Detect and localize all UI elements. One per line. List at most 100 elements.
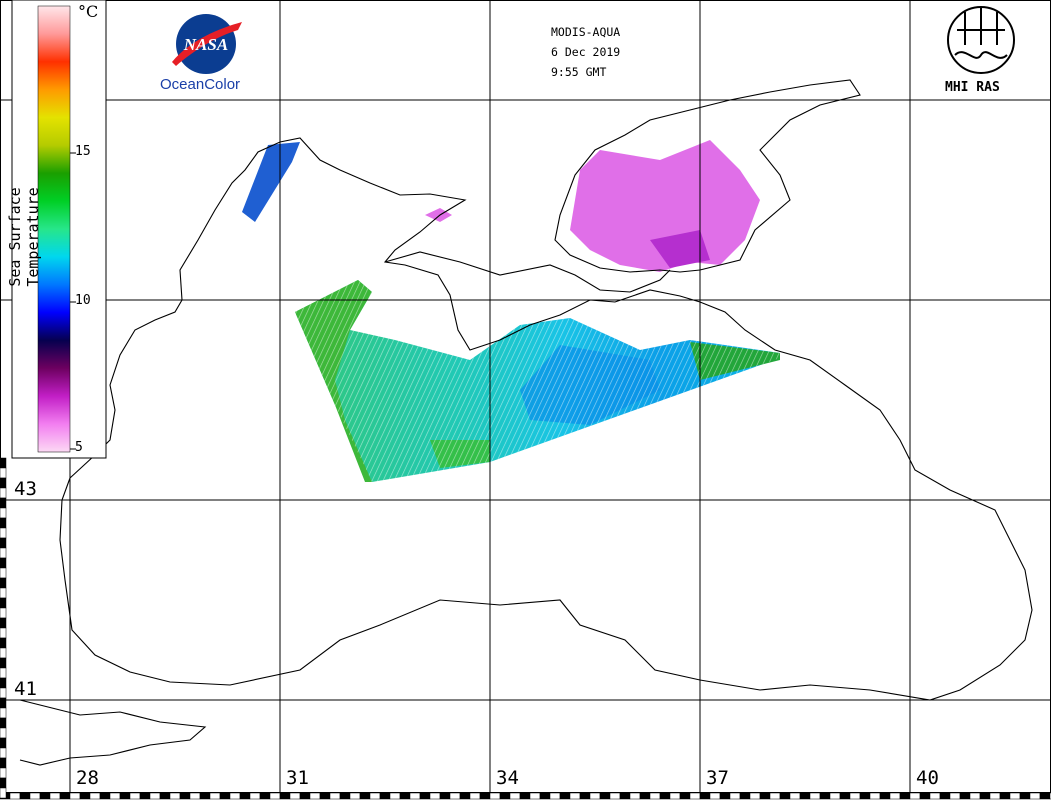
- left-scale-segment: [0, 567, 7, 579]
- bottom-scale-segment: [649, 792, 661, 800]
- lat-label-41: 41: [14, 678, 37, 700]
- bottom-scale-segment: [519, 792, 531, 800]
- bottom-scale-segment: [279, 792, 291, 800]
- bottom-scale-segment: [319, 792, 331, 800]
- bottom-scale-segment: [599, 792, 611, 800]
- mhi-ras-logo: [947, 6, 1015, 74]
- colorbar-tick-label-10: 10: [75, 293, 91, 308]
- coastline-azov: [554, 79, 861, 273]
- left-scale-segment: [0, 507, 7, 519]
- bottom-scale-segment: [539, 792, 551, 800]
- left-scale-segment: [0, 547, 7, 559]
- nasa-logo-text: NASA: [183, 35, 228, 54]
- lat-label-43: 43: [14, 478, 37, 500]
- bottom-scale-segment: [919, 792, 931, 800]
- left-scale-segment: [0, 587, 7, 599]
- colorbar-title: Sea Surface Temperature: [6, 187, 42, 287]
- left-scale-segment: [0, 637, 7, 649]
- bottom-scale-segment: [469, 792, 481, 800]
- bottom-scale-segment: [509, 792, 521, 800]
- left-scale-segment: [0, 767, 7, 779]
- bottom-scale-segment: [729, 792, 741, 800]
- left-scale-segment: [0, 597, 7, 609]
- bottom-scale-segment: [829, 792, 841, 800]
- bottom-scale-segment: [879, 792, 891, 800]
- left-scale-segment: [0, 757, 7, 769]
- bottom-scale-segment: [789, 792, 801, 800]
- left-scale-segment: [0, 627, 7, 639]
- coastline-crimea: [384, 251, 671, 293]
- bottom-scale-segment: [639, 792, 651, 800]
- bottom-scale-segment: [819, 792, 831, 800]
- bottom-scale-segment: [239, 792, 251, 800]
- coastline-north-west: [59, 137, 1033, 701]
- left-scale-bar: [0, 457, 7, 799]
- left-scale-segment: [0, 517, 7, 529]
- bottom-scale-segment: [59, 792, 71, 800]
- bottom-scale-segment: [1009, 792, 1021, 800]
- bottom-scale-segment: [629, 792, 641, 800]
- bottom-scale-segment: [499, 792, 511, 800]
- bottom-scale-segment: [759, 792, 771, 800]
- left-scale-segment: [0, 487, 7, 499]
- bottom-scale-segment: [209, 792, 221, 800]
- bottom-scale-segment: [749, 792, 761, 800]
- left-scale-segment: [0, 477, 7, 489]
- bottom-scale-segment: [299, 792, 311, 800]
- bottom-scale-segment: [959, 792, 971, 800]
- bottom-scale-segment: [549, 792, 561, 800]
- bottom-scale-segment: [739, 792, 751, 800]
- coastline: [19, 79, 1033, 766]
- sst-azov-dark: [650, 230, 710, 268]
- bottom-scale-segment: [409, 792, 421, 800]
- lon-label-37: 37: [706, 767, 729, 789]
- left-scale-segment: [0, 657, 7, 669]
- bottom-scale-segment: [419, 792, 431, 800]
- left-scale-segment: [0, 577, 7, 589]
- coastline-marmara: [19, 699, 207, 766]
- bottom-scale-segment: [289, 792, 301, 800]
- bottom-scale-segment: [359, 792, 371, 800]
- bottom-scale-segment: [989, 792, 1001, 800]
- bottom-scale-segment: [609, 792, 621, 800]
- left-scale-segment: [0, 747, 7, 759]
- mhi-ras-logo-ring: [947, 6, 1015, 74]
- bottom-scale-segment: [999, 792, 1011, 800]
- bottom-scale-segment: [969, 792, 981, 800]
- bottom-scale-segment: [529, 792, 541, 800]
- left-scale-segment: [0, 707, 7, 719]
- bottom-scale-segment: [699, 792, 711, 800]
- bottom-scale-segment: [449, 792, 461, 800]
- left-scale-segment: [0, 777, 7, 789]
- bottom-scale-segment: [489, 792, 501, 800]
- mhi-ras-label: MHI RAS: [945, 80, 1000, 95]
- left-scale-segment: [0, 787, 7, 799]
- bottom-scale-segment: [179, 792, 191, 800]
- bottom-scale-segment: [689, 792, 701, 800]
- bottom-scale-segment: [249, 792, 261, 800]
- bottom-scale-segment: [139, 792, 151, 800]
- bottom-scale-segment: [559, 792, 571, 800]
- bottom-scale-segment: [9, 792, 21, 800]
- bottom-scale-segment: [849, 792, 861, 800]
- colorbar-tick-label-5: 5: [75, 440, 83, 455]
- left-scale-segment: [0, 677, 7, 689]
- left-scale-segment: [0, 647, 7, 659]
- colorbar-gradient: [37, 5, 71, 453]
- bottom-scale-segment: [779, 792, 791, 800]
- bottom-scale-segment: [89, 792, 101, 800]
- left-scale-segment: [0, 667, 7, 679]
- colorbar-tick-label-15: 15: [75, 144, 91, 159]
- lon-label-28: 28: [76, 767, 99, 789]
- left-scale-segment: [0, 737, 7, 749]
- left-scale-segment: [0, 717, 7, 729]
- bottom-scale-segment: [309, 792, 321, 800]
- bottom-scale-segment: [659, 792, 671, 800]
- bottom-scale-segment: [929, 792, 941, 800]
- lon-label-34: 34: [496, 767, 519, 789]
- bottom-scale-segment: [939, 792, 951, 800]
- bottom-scale-segment: [229, 792, 241, 800]
- bottom-scale-segment: [129, 792, 141, 800]
- sst-swath: [242, 140, 780, 482]
